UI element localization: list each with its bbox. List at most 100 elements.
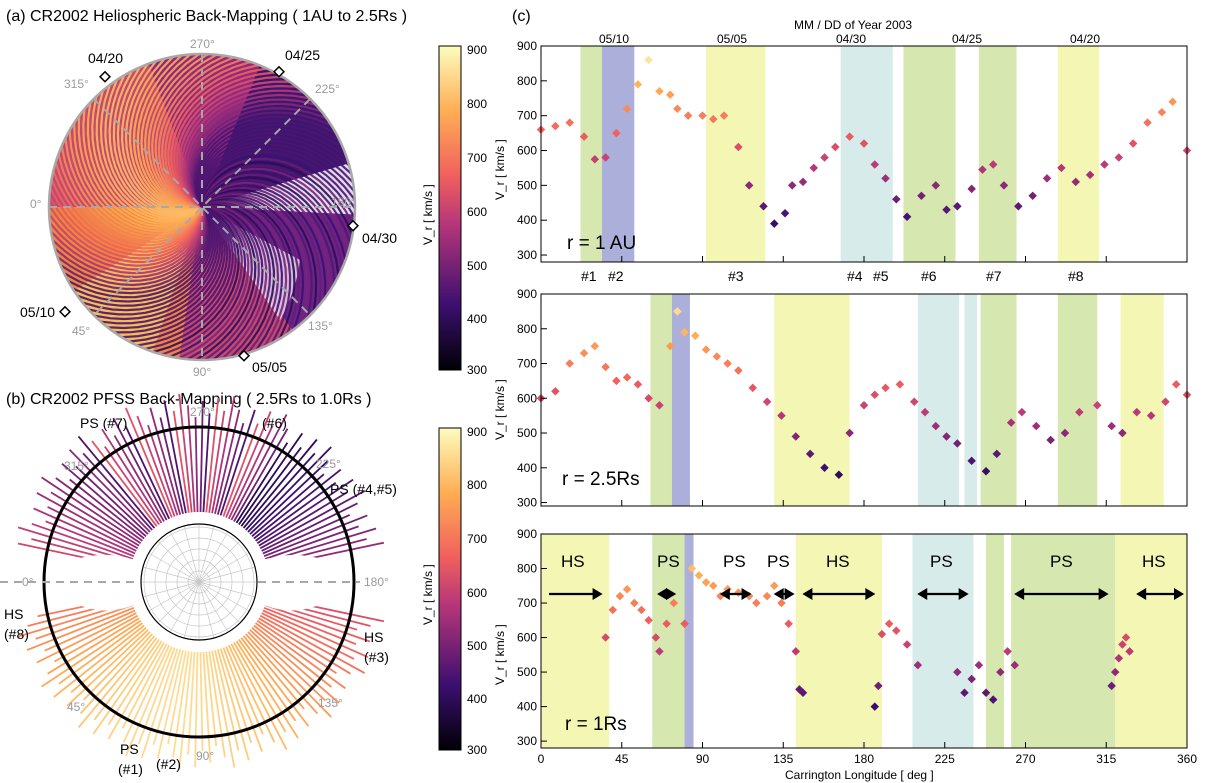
spiral-line (200, 154, 355, 231)
shaded-interval (671, 294, 690, 506)
top-date-0510: 05/10 (599, 32, 629, 46)
spiral-line (201, 176, 341, 290)
label-hs-right: HS (364, 629, 383, 645)
data-point (622, 373, 632, 382)
pfss-ray (245, 633, 319, 715)
data-point (694, 571, 704, 580)
b-angle-label-45: 45° (67, 700, 85, 714)
spiral-line (82, 95, 203, 228)
spiral-line (193, 115, 349, 208)
data-point (608, 605, 618, 615)
colorbar-b-tick-400: 400 (467, 692, 487, 706)
data-point (1118, 640, 1127, 649)
data-point (673, 307, 682, 316)
shaded-interval (1011, 534, 1116, 748)
pfss-ray (258, 617, 351, 675)
y-tick-label: 800 (517, 322, 537, 336)
pfss-ray (247, 631, 332, 718)
data-point (845, 428, 854, 438)
date-label-0420: 04/20 (88, 50, 123, 66)
data-point (1042, 174, 1052, 183)
y-tick-label: 400 (517, 700, 537, 714)
pfss-ray (233, 428, 289, 522)
data-point (1121, 633, 1131, 642)
spiral-line (190, 107, 340, 208)
colorbar-b-tick-300: 300 (467, 743, 487, 757)
data-point (1017, 407, 1027, 417)
pfss-ray (152, 649, 182, 746)
shaded-interval (864, 46, 893, 262)
source-label-hs-1: HS (561, 552, 585, 571)
date-label-0505: 05/05 (252, 359, 287, 375)
data-point (748, 383, 757, 393)
spiral-line (59, 132, 203, 241)
pfss-ray (247, 446, 332, 533)
spiral-line (195, 119, 352, 208)
data-point (565, 359, 574, 368)
pfss-ray (47, 617, 140, 675)
spiral-line (201, 186, 322, 319)
pfss-ray (82, 631, 151, 701)
pfss-ray (69, 478, 145, 540)
arrow-head (773, 588, 784, 600)
data-point (1114, 654, 1124, 663)
data-point (1107, 681, 1116, 691)
data-point (1143, 118, 1152, 127)
panel-a-title: (a) CR2002 Heliospheric Back-Mapping ( 1… (6, 8, 407, 25)
pfss-ray (262, 514, 351, 555)
spiral-line (161, 55, 256, 209)
spiral-line (49, 206, 205, 279)
spiral-line (201, 203, 276, 360)
data-point (820, 463, 829, 473)
spiral-line (200, 147, 355, 212)
pfss-ray (235, 640, 299, 739)
pfss-ray (53, 614, 139, 663)
data-point (981, 467, 991, 476)
colorbar-a-tick-900: 900 (467, 43, 487, 57)
top-date-0430: 04/30 (836, 32, 866, 46)
pfss-ray (216, 649, 250, 761)
spiral-line (201, 188, 318, 326)
data-point (910, 397, 919, 406)
spiral-line (201, 198, 296, 352)
spiral-line (86, 88, 203, 226)
pfss-ray (104, 445, 160, 526)
data-point (655, 400, 664, 410)
spiral-line (124, 54, 203, 211)
data-point (655, 647, 664, 656)
spiral-line (60, 206, 212, 303)
panel-a-disk (47, 52, 357, 362)
colorbar-b-tick-900: 900 (467, 425, 487, 439)
spiral-line (147, 54, 221, 209)
data-point (1075, 407, 1084, 417)
angle-label-180: 180° (331, 195, 356, 209)
angle-label-225: 225° (315, 82, 340, 96)
pfss-ray (79, 633, 153, 715)
data-point (612, 376, 621, 386)
pfss-ray (187, 651, 196, 755)
spiral-line (197, 127, 355, 208)
spiral-line (136, 54, 203, 209)
spiral-line (201, 205, 268, 360)
data-point (683, 111, 693, 120)
pfss-ray (113, 435, 165, 522)
spiral-line (55, 206, 211, 299)
label-1: (#1) (118, 761, 143, 777)
data-point (895, 380, 905, 389)
arrow-head (1174, 588, 1184, 600)
pfss-ray (70, 627, 147, 694)
data-point (680, 619, 689, 628)
y-tick-label: 700 (517, 596, 537, 610)
spiral-line (51, 148, 204, 247)
x-tick-label: 225 (935, 752, 955, 766)
pfss-ray (238, 432, 304, 526)
arrow-head (1136, 588, 1147, 600)
spiral-line (201, 203, 280, 360)
data-point (834, 470, 844, 479)
pfss-ray (202, 651, 212, 763)
spiral-line (49, 206, 205, 275)
data-point (637, 605, 646, 615)
data-point (1100, 160, 1109, 169)
pfss-ray (211, 650, 236, 768)
data-point (784, 619, 793, 628)
